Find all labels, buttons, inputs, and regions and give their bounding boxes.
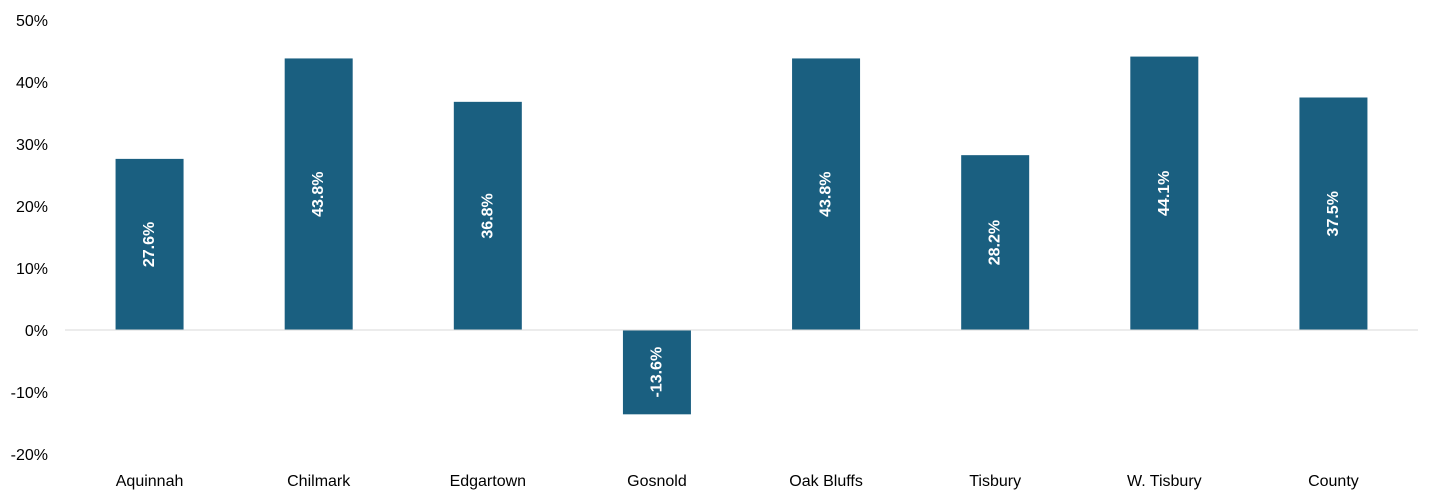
bar xyxy=(453,101,522,330)
x-category-label: W. Tisbury xyxy=(1127,473,1202,490)
bar xyxy=(115,158,184,330)
y-tick-label: 10% xyxy=(16,261,48,278)
y-tick-label: -10% xyxy=(11,385,48,402)
x-category-label: Edgartown xyxy=(450,473,527,490)
bar xyxy=(622,330,691,415)
y-tick-label: 50% xyxy=(16,13,48,30)
bar-value-label: 43.8% xyxy=(818,172,835,217)
y-tick-label: 30% xyxy=(16,137,48,154)
y-tick-label: 0% xyxy=(25,323,48,340)
x-category-label: Chilmark xyxy=(287,473,351,490)
bar xyxy=(1130,56,1199,331)
y-tick-label: 40% xyxy=(16,75,48,92)
bars: 27.6% 43.8% 36.8% -13.6% 43.8% 28.2% 44.1% 37.5… xyxy=(115,56,1368,415)
bar xyxy=(961,155,1030,330)
x-axis: Aquinnah Chilmark Edgartown Gosnold Oak Bluf… xyxy=(116,473,1359,490)
bar-value-label: -13.6% xyxy=(648,347,665,398)
bar xyxy=(1299,97,1368,330)
x-category-label: Gosnold xyxy=(627,473,687,490)
y-axis: 50% 40% 30% 20% 10% 0% -10% -20% xyxy=(11,13,48,464)
bar-value-label: 37.5% xyxy=(1325,191,1342,236)
bar-value-label: 28.2% xyxy=(987,220,1004,265)
bar-value-label: 36.8% xyxy=(479,193,496,238)
bar-value-label: 44.1% xyxy=(1156,171,1173,216)
bar xyxy=(284,58,353,330)
x-category-label: Oak Bluffs xyxy=(789,473,863,490)
bar xyxy=(792,58,861,330)
y-tick-label: -20% xyxy=(11,447,48,464)
bar-value-label: 27.6% xyxy=(141,222,158,267)
x-category-label: Aquinnah xyxy=(116,473,184,490)
x-category-label: Tisbury xyxy=(969,473,1021,490)
y-tick-label: 20% xyxy=(16,199,48,216)
bar-value-label: 43.8% xyxy=(310,172,327,217)
x-category-label: County xyxy=(1308,473,1359,490)
